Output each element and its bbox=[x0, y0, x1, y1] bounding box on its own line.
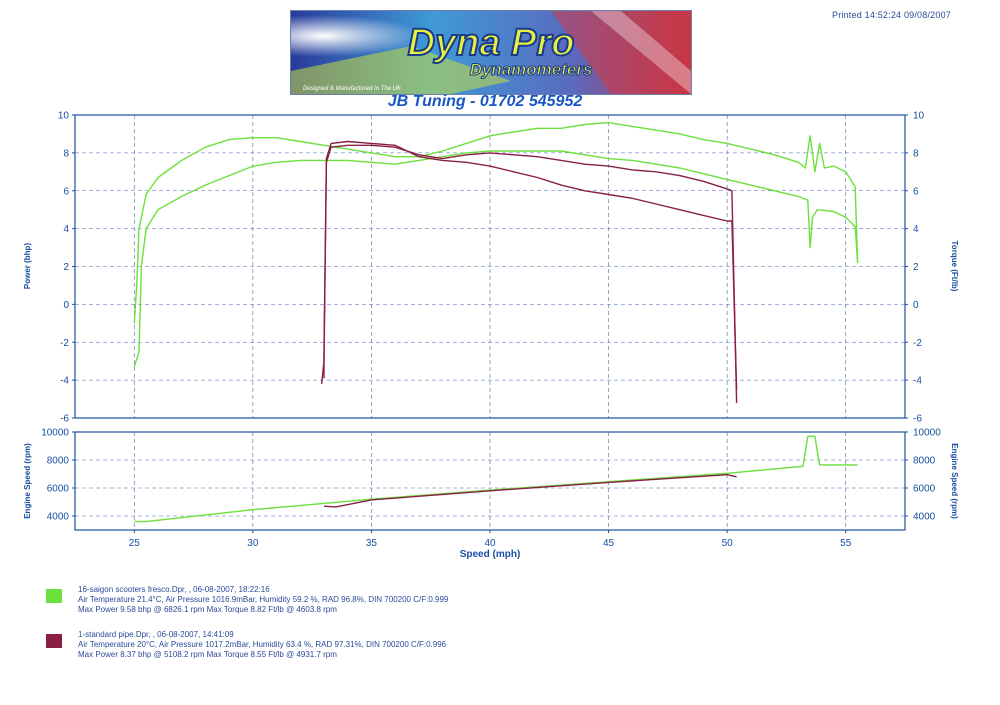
top-y-tick-right: 4 bbox=[913, 224, 919, 235]
bot-y-tick-right: 10000 bbox=[913, 428, 941, 439]
x-tick-label: 55 bbox=[840, 538, 852, 549]
top-y-tick-right: 2 bbox=[913, 262, 919, 273]
chart-subtitle: JB Tuning - 01702 545952 bbox=[387, 93, 583, 110]
y-axis-left-label-rpm: Engine Speed (rpm) bbox=[23, 443, 32, 519]
top-y-tick-right: 10 bbox=[913, 111, 925, 122]
x-tick-label: 50 bbox=[722, 538, 734, 549]
top-y-tick-left: 2 bbox=[63, 262, 69, 273]
x-tick-label: 30 bbox=[247, 538, 259, 549]
top-series-torque-run-1 bbox=[133, 150, 859, 368]
y-axis-right-label-torque: Torque (Ft/lb) bbox=[950, 241, 959, 292]
top-y-tick-left: -2 bbox=[60, 338, 69, 349]
y-axis-left-label-power: Power (bhp) bbox=[23, 243, 32, 290]
top-y-tick-left: -6 bbox=[60, 414, 69, 425]
legend-1-line-2: Air Temperature 21.4°C, Air Pressure 101… bbox=[78, 595, 449, 604]
top-y-tick-left: 10 bbox=[58, 111, 70, 122]
legend-1-line-1: 16-saigon scooters fresco.Dpr, , 06-08-2… bbox=[78, 585, 270, 594]
top-series-power-run-1 bbox=[133, 121, 859, 324]
logo-tagline: Designed & Manufactured In The UK bbox=[303, 86, 402, 92]
top-y-tick-right: -2 bbox=[913, 338, 922, 349]
bot-series-engine-speed-run-1 bbox=[134, 435, 858, 523]
engine-speed-panel: 4000 4000 6000 6000 8000 8000 10000 10000 25 30 35… bbox=[41, 428, 941, 550]
top-y-tick-left: 0 bbox=[63, 300, 69, 311]
x-axis-label: Speed (mph) bbox=[460, 549, 521, 560]
bot-y-tick-right: 4000 bbox=[913, 512, 936, 523]
bot-y-tick-right: 8000 bbox=[913, 456, 936, 467]
bot-series-engine-speed-run-2 bbox=[323, 474, 737, 508]
x-tick-label: 35 bbox=[366, 538, 378, 549]
dynapro-logo: Dyna Pro Dynamometers Designed & Manufac… bbox=[290, 10, 692, 95]
top-series-power-run-2 bbox=[323, 144, 738, 403]
top-y-tick-left: -4 bbox=[60, 376, 69, 387]
x-tick-label: 45 bbox=[603, 538, 615, 549]
top-y-tick-left: 8 bbox=[63, 148, 69, 159]
x-tick-label: 25 bbox=[129, 538, 141, 549]
top-y-tick-right: -6 bbox=[913, 414, 922, 425]
logo-title: Dyna Pro bbox=[408, 22, 575, 64]
legend-2-line-3: Max Power 8.37 bhp @ 5108.2 rpm Max Torq… bbox=[78, 650, 337, 659]
top-y-tick-right: 8 bbox=[913, 148, 919, 159]
logo-graphic: Dyna Pro Dynamometers Designed & Manufac… bbox=[291, 11, 691, 94]
x-tick-label: 40 bbox=[484, 538, 496, 549]
top-y-tick-left: 6 bbox=[63, 186, 69, 197]
bot-y-tick-left: 4000 bbox=[47, 512, 70, 523]
top-series-torque-run-2 bbox=[320, 140, 738, 390]
top-y-tick-right: 0 bbox=[913, 300, 919, 311]
bot-y-tick-left: 8000 bbox=[47, 456, 70, 467]
top-y-tick-left: 4 bbox=[63, 224, 69, 235]
legend-2-line-2: Air Temperature 20°C, Air Pressure 1017.… bbox=[78, 640, 447, 649]
legend-2-line-1: 1-standard pipe.Dpr, , 06-08-2007, 14:41… bbox=[78, 630, 234, 639]
legend-swatch-2 bbox=[46, 634, 62, 648]
top-y-tick-right: -4 bbox=[913, 376, 922, 387]
printed-timestamp: Printed 14:52:24 09/08/2007 bbox=[832, 10, 951, 20]
top-y-tick-right: 6 bbox=[913, 186, 919, 197]
bot-y-tick-right: 6000 bbox=[913, 484, 936, 495]
bot-y-tick-left: 10000 bbox=[41, 428, 69, 439]
y-axis-right-label-rpm: Engine Speed (rpm) bbox=[950, 443, 959, 519]
bot-y-tick-left: 6000 bbox=[47, 484, 70, 495]
legend-swatch-1 bbox=[46, 589, 62, 603]
legend-1-line-3: Max Power 9.58 bhp @ 6826.1 rpm Max Torq… bbox=[78, 605, 337, 614]
logo-subtitle: Dynamometers bbox=[470, 60, 593, 79]
power-torque-panel: -6 -6 -4 -4 -2 -2 0 0 2 2 4 4 6 6 8 8 10 10 bbox=[58, 111, 925, 425]
